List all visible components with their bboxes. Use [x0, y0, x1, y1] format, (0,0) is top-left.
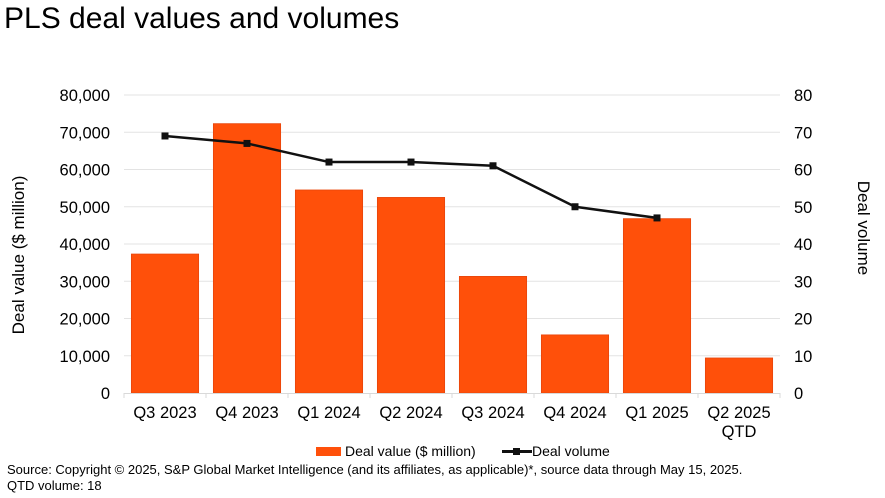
- y-right-tick-label: 30: [794, 273, 812, 291]
- x-tick-label: Q3 2024: [461, 404, 524, 422]
- volume-marker: [325, 158, 333, 166]
- legend-bar-swatch: [316, 446, 341, 456]
- y-left-tick-label: 10,000: [60, 348, 110, 366]
- y-left-tick-label: 80,000: [60, 87, 110, 105]
- y-axis-right: 0 10 20 30 40 50 60 70 80: [794, 87, 812, 403]
- volume-marker: [489, 162, 497, 170]
- y-right-tick-label: 50: [794, 199, 812, 217]
- y-right-tick-label: 60: [794, 162, 812, 180]
- x-tick-label: Q4 2024: [543, 404, 606, 422]
- y-right-tick-label: 70: [794, 124, 812, 142]
- bar: [294, 189, 364, 394]
- y-axis-left-title: Deal value ($ million): [9, 176, 28, 335]
- bar: [458, 276, 528, 394]
- bar: [622, 218, 692, 394]
- y-axis-left: 0 10,000 20,000 30,000 40,000 50,000 60,000 70,…: [60, 87, 110, 403]
- y-left-tick-label: 70,000: [60, 124, 110, 142]
- x-tick-label: Q3 2023: [133, 404, 196, 422]
- legend-label-deal-value: Deal value ($ million): [345, 443, 476, 459]
- volume-marker: [243, 139, 251, 147]
- legend-item-deal-volume: Deal volume: [502, 441, 610, 461]
- legend-item-deal-value: Deal value ($ million): [316, 441, 476, 461]
- bar: [212, 123, 282, 394]
- y-right-tick-label: 40: [794, 236, 812, 254]
- y-left-tick-label: 40,000: [60, 236, 110, 254]
- bar: [704, 357, 774, 394]
- legend-line-swatch: [502, 441, 532, 461]
- y-left-tick-label: 0: [101, 385, 110, 403]
- y-right-tick-label: 0: [794, 385, 803, 403]
- x-axis: [123, 393, 781, 398]
- x-axis-labels: Q3 2023 Q4 2023 Q1 2024 Q2 2024 Q3 2024 Q4 20…: [133, 404, 770, 441]
- y-left-tick-label: 20,000: [60, 311, 110, 329]
- y-axis-right-title: Deal volume: [854, 181, 873, 276]
- source-text: Source: Copyright © 2025, S&P Global Mar…: [7, 462, 743, 477]
- y-right-tick-label: 10: [794, 348, 812, 366]
- legend: Deal value ($ million) Deal volume: [0, 441, 885, 461]
- qtd-volume-note: QTD volume: 18: [7, 478, 102, 493]
- line-series: [161, 132, 661, 222]
- volume-marker: [407, 158, 415, 166]
- chart-title: PLS deal values and volumes: [4, 2, 400, 35]
- y-left-tick-label: 50,000: [60, 199, 110, 217]
- volume-marker: [571, 203, 579, 211]
- y-left-tick-label: 60,000: [60, 162, 110, 180]
- y-right-tick-label: 80: [794, 87, 812, 105]
- x-tick-label: Q1 2025: [625, 404, 688, 422]
- bar-series: [130, 123, 774, 394]
- x-tick-label: Q4 2023: [215, 404, 278, 422]
- x-tick-label: Q1 2024: [297, 404, 360, 422]
- bar: [376, 197, 446, 394]
- x-tick-label: QTD: [722, 423, 757, 441]
- y-left-tick-label: 30,000: [60, 273, 110, 291]
- y-right-tick-label: 20: [794, 311, 812, 329]
- x-tick-label: Q2 2025: [707, 404, 770, 422]
- legend-label-deal-volume: Deal volume: [532, 443, 610, 459]
- volume-marker: [653, 214, 661, 222]
- bar: [130, 253, 200, 394]
- volume-marker: [161, 132, 169, 140]
- x-tick-label: Q2 2024: [379, 404, 442, 422]
- bar: [540, 334, 610, 394]
- source-note: Source: Copyright © 2025, S&P Global Mar…: [7, 462, 742, 494]
